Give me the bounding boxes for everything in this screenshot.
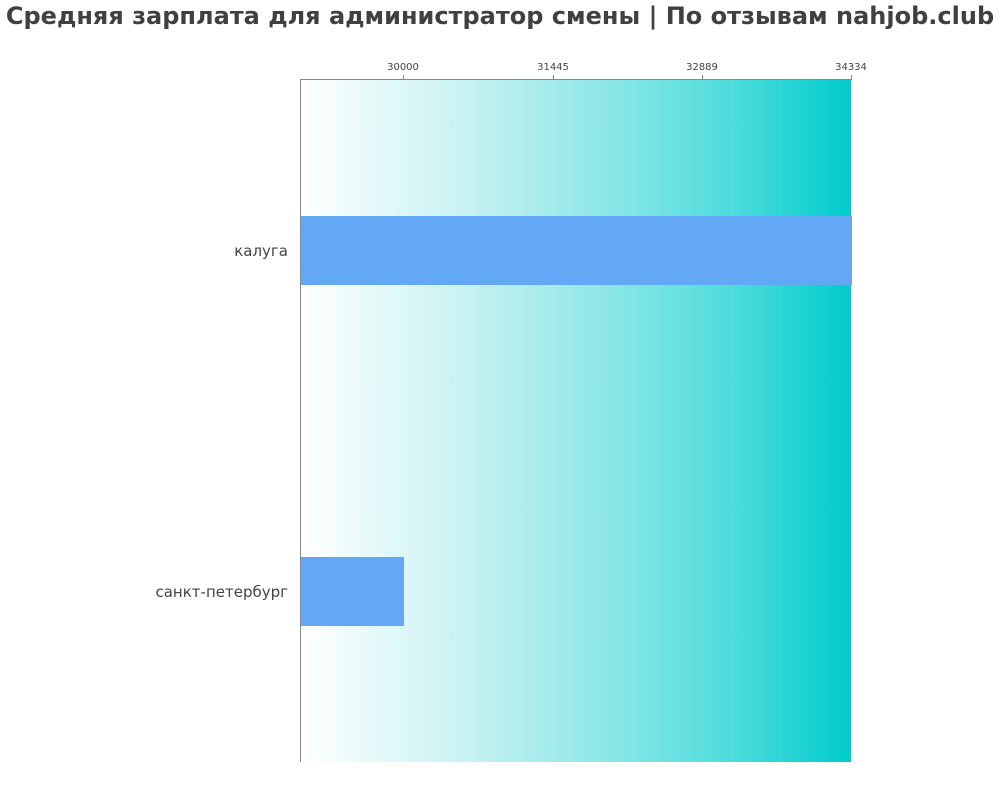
y-axis-line: [300, 80, 301, 762]
x-tick: [403, 75, 404, 80]
x-tick-label: 32889: [686, 62, 718, 73]
category-label: калуга: [234, 242, 288, 260]
x-tick-label: 34334: [835, 62, 867, 73]
x-tick-label: 31445: [537, 62, 569, 73]
plot-area: [300, 80, 851, 762]
x-tick: [553, 75, 554, 80]
x-tick-label: 30000: [387, 62, 419, 73]
category-label: санкт-петербург: [155, 583, 288, 601]
x-tick: [702, 75, 703, 80]
chart-title: Средняя зарплата для администратор смены…: [5, 2, 995, 30]
x-axis-line: [300, 79, 851, 80]
x-tick: [851, 75, 852, 80]
bar-saint-petersburg: [301, 557, 404, 626]
bar-kaluga: [301, 216, 852, 285]
